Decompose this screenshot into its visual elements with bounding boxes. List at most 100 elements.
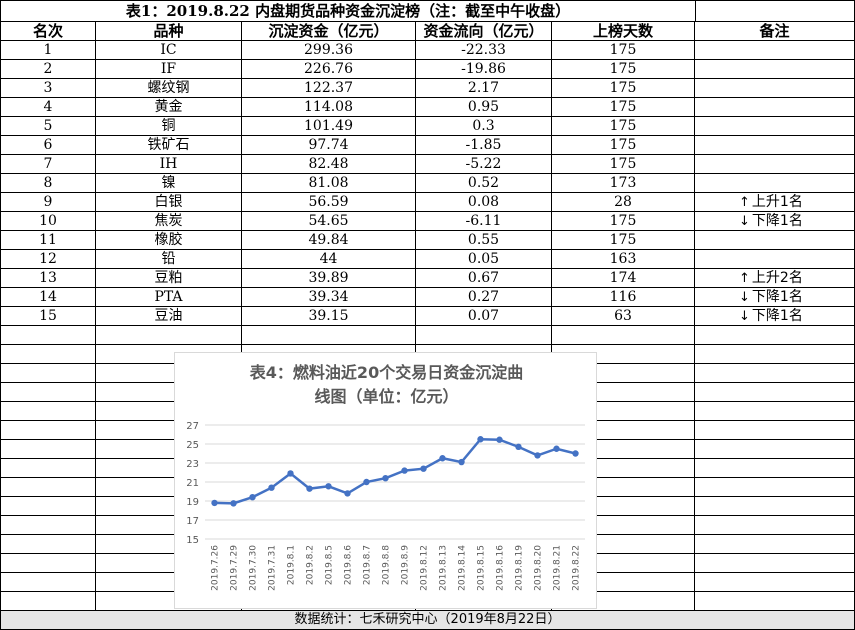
- cell-remark[interactable]: [695, 345, 855, 364]
- cell-remark[interactable]: [695, 497, 855, 516]
- cell-remark[interactable]: ↓ 下降1名: [695, 212, 855, 231]
- cell-sediment[interactable]: 299.36: [242, 41, 416, 60]
- cell-rank[interactable]: [0, 592, 96, 611]
- cell-flow[interactable]: 0.07: [416, 307, 552, 326]
- cell-flow[interactable]: -1.85: [416, 136, 552, 155]
- cell-rank[interactable]: 10: [0, 212, 96, 231]
- data-point[interactable]: [477, 436, 484, 443]
- data-point[interactable]: [534, 452, 541, 459]
- cell-days[interactable]: [552, 421, 695, 440]
- cell-remark[interactable]: [695, 250, 855, 269]
- cell-remark[interactable]: [695, 592, 855, 611]
- cell-days[interactable]: [552, 459, 695, 478]
- cell-days[interactable]: 116: [552, 288, 695, 307]
- cell-flow[interactable]: 0.52: [416, 174, 552, 193]
- data-point[interactable]: [230, 500, 237, 507]
- cell-rank[interactable]: 9: [0, 193, 96, 212]
- cell-remark[interactable]: [695, 383, 855, 402]
- cell-name[interactable]: 焦炭: [96, 212, 242, 231]
- cell-sediment[interactable]: 56.59: [242, 193, 416, 212]
- cell-remark[interactable]: [695, 554, 855, 573]
- data-point[interactable]: [344, 490, 351, 497]
- cell-flow[interactable]: -5.22: [416, 155, 552, 174]
- cell-sediment[interactable]: 39.89: [242, 269, 416, 288]
- cell-flow[interactable]: [416, 326, 552, 345]
- header-name[interactable]: 品种: [96, 22, 242, 41]
- cell-name[interactable]: PTA: [96, 288, 242, 307]
- cell-days[interactable]: [552, 497, 695, 516]
- cell-days[interactable]: [552, 478, 695, 497]
- cell-remark[interactable]: [695, 231, 855, 250]
- cell-remark[interactable]: [695, 174, 855, 193]
- cell-days[interactable]: [552, 440, 695, 459]
- data-point[interactable]: [439, 455, 446, 462]
- cell-name[interactable]: 黄金: [96, 98, 242, 117]
- cell-rank[interactable]: [0, 402, 96, 421]
- cell-remark[interactable]: [695, 440, 855, 459]
- cell-rank[interactable]: [0, 440, 96, 459]
- cell-flow[interactable]: 0.3: [416, 117, 552, 136]
- cell-sediment[interactable]: 39.34: [242, 288, 416, 307]
- data-point[interactable]: [496, 436, 503, 443]
- data-point[interactable]: [458, 458, 465, 466]
- cell-days[interactable]: [552, 516, 695, 535]
- cell-remark[interactable]: [695, 459, 855, 478]
- cell-name[interactable]: IH: [96, 155, 242, 174]
- cell-flow[interactable]: 0.05: [416, 250, 552, 269]
- cell-sediment[interactable]: 54.65: [242, 212, 416, 231]
- cell-rank[interactable]: 8: [0, 174, 96, 193]
- cell-name[interactable]: 铁矿石: [96, 136, 242, 155]
- cell-days[interactable]: [552, 364, 695, 383]
- data-point[interactable]: [211, 499, 218, 507]
- cell-sediment[interactable]: 97.74: [242, 136, 416, 155]
- cell-remark[interactable]: [695, 136, 855, 155]
- cell-remark[interactable]: ↑ 上升2名: [695, 269, 855, 288]
- cell-rank[interactable]: [0, 554, 96, 573]
- header-rank[interactable]: 名次: [0, 22, 96, 41]
- data-point[interactable]: [287, 470, 294, 477]
- data-point[interactable]: [249, 494, 256, 501]
- cell-name[interactable]: 铜: [96, 117, 242, 136]
- cell-name[interactable]: 螺纹钢: [96, 79, 242, 98]
- cell-rank[interactable]: [0, 345, 96, 364]
- data-point[interactable]: [363, 478, 370, 486]
- cell-days[interactable]: 175: [552, 79, 695, 98]
- cell-remark[interactable]: [695, 155, 855, 174]
- cell-days[interactable]: 28: [552, 193, 695, 212]
- cell-sediment[interactable]: 82.48: [242, 155, 416, 174]
- cell-days[interactable]: [552, 402, 695, 421]
- cell-name[interactable]: [96, 326, 242, 345]
- data-point[interactable]: [382, 475, 389, 482]
- cell-days[interactable]: 175: [552, 117, 695, 136]
- cell-rank[interactable]: [0, 326, 96, 345]
- cell-days[interactable]: 175: [552, 98, 695, 117]
- cell-days[interactable]: 175: [552, 212, 695, 231]
- cell-remark[interactable]: [695, 402, 855, 421]
- cell-rank[interactable]: 7: [0, 155, 96, 174]
- cell-name[interactable]: 豆油: [96, 307, 242, 326]
- cell-remark[interactable]: ↓ 下降1名: [695, 288, 855, 307]
- cell-remark[interactable]: ↓ 下降1名: [695, 307, 855, 326]
- cell-flow[interactable]: 0.27: [416, 288, 552, 307]
- cell-flow[interactable]: -6.11: [416, 212, 552, 231]
- cell-remark[interactable]: [695, 478, 855, 497]
- header-remark[interactable]: 备注: [695, 22, 855, 41]
- cell-flow[interactable]: -22.33: [416, 41, 552, 60]
- header-sediment[interactable]: 沉淀资金（亿元）: [242, 22, 416, 41]
- cell-remark[interactable]: [695, 421, 855, 440]
- cell-days[interactable]: 63: [552, 307, 695, 326]
- data-point[interactable]: [572, 450, 579, 457]
- cell-remark[interactable]: ↑ 上升1名: [695, 193, 855, 212]
- cell-remark[interactable]: [695, 98, 855, 117]
- cell-rank[interactable]: 1: [0, 41, 96, 60]
- cell-days[interactable]: [552, 535, 695, 554]
- cell-days[interactable]: 174: [552, 269, 695, 288]
- cell-rank[interactable]: 11: [0, 231, 96, 250]
- data-point[interactable]: [553, 445, 560, 452]
- cell-rank[interactable]: [0, 364, 96, 383]
- cell-name[interactable]: 白银: [96, 193, 242, 212]
- cell-remark[interactable]: [695, 79, 855, 98]
- cell-remark[interactable]: [695, 326, 855, 345]
- cell-days[interactable]: 175: [552, 231, 695, 250]
- cell-rank[interactable]: 15: [0, 307, 96, 326]
